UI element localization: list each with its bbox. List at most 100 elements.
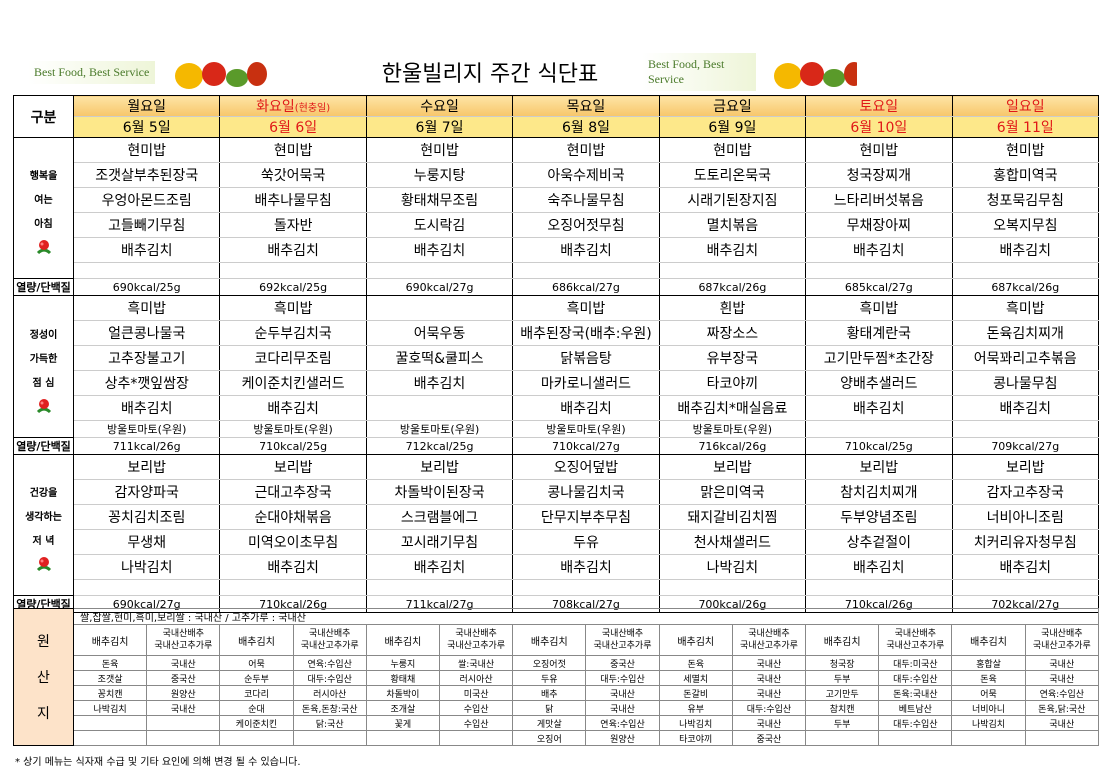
menu-item: 보리밥 bbox=[219, 454, 367, 480]
menu-item: 순대야채볶음 bbox=[219, 504, 367, 530]
menu-item: 숙주나물무침 bbox=[512, 187, 660, 213]
menu-item bbox=[365, 579, 514, 596]
origin-cell: 대두:수입산 bbox=[878, 670, 953, 686]
origin-cell: 중국산 bbox=[731, 730, 807, 746]
origin-cell: 돈육,닭:국산 bbox=[1024, 700, 1100, 716]
menu-item: 차돌박이된장국 bbox=[365, 479, 514, 505]
origin-cell: 꽁치캔 bbox=[72, 685, 148, 701]
menu-item: 흑미밥 bbox=[219, 295, 367, 321]
menu-row: 고들빼기무침 돌자반 도시락김 오징어젓무침 멸치볶음 무채장아찌 오복지무침 bbox=[14, 212, 1100, 238]
menu-item: 흑미밥 bbox=[512, 295, 660, 321]
date: 6월 9일 bbox=[658, 116, 807, 138]
menu-item: 멸치볶음 bbox=[658, 212, 807, 238]
kcal-value: 709kcal/27g bbox=[951, 437, 1100, 455]
menu-item: 황태채무조림 bbox=[365, 187, 514, 213]
day-name: 일요일 bbox=[1005, 99, 1045, 115]
menu-item: 돌자반 bbox=[219, 212, 367, 238]
menu-item: 방울토마토(우원) bbox=[512, 420, 660, 438]
origin-cell: 국내산 bbox=[585, 700, 660, 716]
day-name: 금요일 bbox=[713, 99, 752, 115]
origin-cell: 대두:수입산 bbox=[585, 670, 660, 686]
menu-item: 타코야끼 bbox=[658, 370, 807, 396]
origin-cell: 국내산 bbox=[731, 670, 807, 686]
meal-label-line: 정성이 bbox=[29, 329, 58, 341]
origin-cell: 순대 bbox=[219, 700, 294, 716]
meal-label-line: 행복을 bbox=[29, 171, 58, 182]
menu-row: 무생채 미역오이초무침 꼬시래기무침 두유 천사채샐러드 상추겉절이 치커리유자청무침 bbox=[14, 529, 1100, 555]
menu-item: 도토리온묵국 bbox=[658, 162, 807, 188]
menu-item: 짜장소스 bbox=[658, 320, 807, 346]
menu-item: 나박김치 bbox=[72, 554, 221, 580]
origin-header-line: 국내산배추 bbox=[601, 629, 644, 639]
origin-cell: 돈갈비 bbox=[658, 685, 733, 701]
menu-item: 배추된장국(배추:우원) bbox=[512, 320, 660, 346]
menu-row: 감자양파국 근대고추장국 차돌박이된장국 콩나물김치국 맑은미역국 참치김치찌개 감자고추장… bbox=[14, 479, 1100, 505]
menu-item: 현미밥 bbox=[365, 137, 514, 163]
origin-cell: 국내산 bbox=[731, 715, 807, 731]
origin-cell: 누룽지 bbox=[365, 655, 441, 671]
origin-cell: 연육:수입산 bbox=[292, 655, 367, 671]
menu-item bbox=[219, 262, 367, 279]
kcal-value: 712kcal/25g bbox=[365, 437, 514, 455]
menu-item bbox=[951, 579, 1100, 596]
origin-header: 국내산배추 국내산고추가루 bbox=[146, 624, 221, 656]
meal-label-line: 가득한 bbox=[29, 353, 58, 365]
meal-label-line: 건강을 bbox=[29, 488, 58, 499]
menu-item: 배추김치 bbox=[72, 395, 221, 421]
menu-item: 방울토마토(우원) bbox=[72, 420, 221, 438]
menu-item: 어묵꽈리고추볶음 bbox=[951, 345, 1100, 371]
flower-icon bbox=[36, 398, 51, 413]
kcal-row: 열량/단백질 690kcal/25g 692kcal/25g 690kcal/27g 6… bbox=[13, 278, 1100, 296]
title: 한울빌리지 주간 식단표 bbox=[381, 62, 599, 87]
origin-header-line: 국내산고추가루 bbox=[300, 641, 359, 651]
date: 6월 10일 bbox=[805, 116, 953, 138]
origin-cell: 꽃게 bbox=[365, 715, 441, 731]
footer-note: * 상기 메뉴는 식자재 수급 및 기타 요인에 의해 변경 될 수 있습니다. bbox=[15, 757, 301, 768]
origin-header-line: 국내산고추가루 bbox=[739, 641, 798, 651]
origin-cell bbox=[292, 730, 367, 746]
origin-cell: 돈육 bbox=[658, 655, 733, 671]
menu-item bbox=[512, 262, 660, 279]
menu-item: 오징어젓무침 bbox=[512, 212, 660, 238]
menu-item: 배추김치 bbox=[219, 395, 367, 421]
origin-header-line: 국내산배추 bbox=[162, 629, 204, 639]
origin-cell: 돈육 bbox=[951, 670, 1026, 686]
menu-item: 돼지갈비김치찜 bbox=[658, 504, 807, 530]
menu-item: 닭볶음탕 bbox=[512, 345, 660, 371]
menu-item: 흑미밥 bbox=[72, 295, 221, 321]
origin-cell bbox=[219, 730, 294, 746]
logo-text: Best Food, Best Service bbox=[642, 53, 756, 91]
menu-item: 맑은미역국 bbox=[658, 479, 807, 505]
origin-cell: 대두:수입산 bbox=[731, 700, 807, 716]
menu-item: 배추김치 bbox=[365, 554, 514, 580]
origin-cell: 어묵 bbox=[219, 655, 294, 671]
menu-item: 시래기된장지짐 bbox=[658, 187, 807, 213]
origin-header: 국내산배추 국내산고추가루 bbox=[439, 624, 514, 656]
menu-item: 고들빼기무침 bbox=[72, 212, 221, 238]
origin-cell bbox=[146, 730, 221, 746]
menu-item bbox=[72, 579, 221, 596]
menu-item: 오복지무침 bbox=[951, 212, 1100, 238]
menu-item: 상추겉절이 bbox=[805, 529, 953, 555]
menu-item: 보리밥 bbox=[365, 454, 514, 480]
menu-item: 무채장아찌 bbox=[805, 212, 953, 238]
origin-cell: 게맛살 bbox=[512, 715, 587, 731]
day-name: 화요일 bbox=[256, 99, 295, 115]
origin-header: 국내산배추 국내산고추가루 bbox=[1024, 624, 1100, 656]
origin-cell: 닭:국산 bbox=[292, 715, 367, 731]
menu-item: 쑥갓어묵국 bbox=[219, 162, 367, 188]
menu-item: 꿀호떡&쿨피스 bbox=[365, 345, 514, 371]
day-note: (현충일) bbox=[294, 103, 331, 114]
menu-item: 순두부김치국 bbox=[219, 320, 367, 346]
origin-header: 국내산배추 국내산고추가루 bbox=[731, 624, 807, 656]
origin-row: 꽁치캔 원양산 코다리 러시아산 차돌박이 미국산 배추 국내산 돈갈비 국내산 고기만두 돈육:국내… bbox=[14, 685, 1100, 701]
origin-label-line: 원 bbox=[37, 634, 50, 650]
menu-row: 배추김치 배추김치 배추김치 배추김치*매실음료 배추김치 배추김치 bbox=[14, 395, 1100, 421]
origin-cell: 국내산 bbox=[731, 655, 807, 671]
menu-item bbox=[512, 579, 660, 596]
origin-cell bbox=[805, 730, 880, 746]
menu-row: 조갯살부추된장국 쑥갓어묵국 누룽지탕 아욱수제비국 도토리온묵국 청국장찌개 홍합미역국 bbox=[14, 162, 1100, 188]
origin-cell: 청국장 bbox=[805, 655, 880, 671]
menu-item bbox=[951, 262, 1100, 279]
